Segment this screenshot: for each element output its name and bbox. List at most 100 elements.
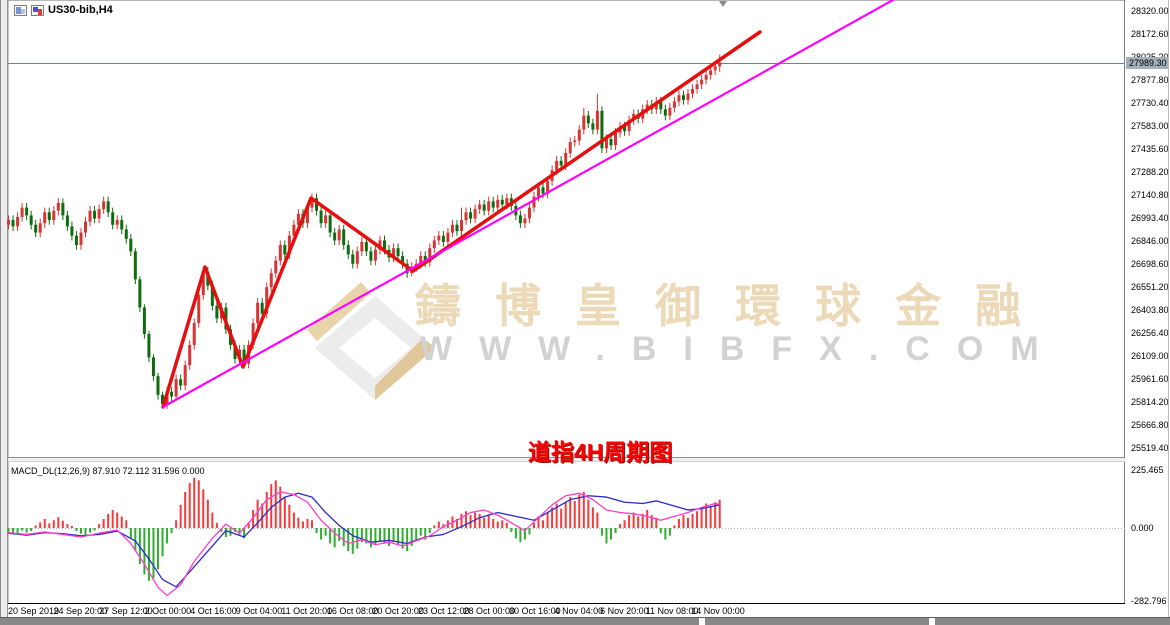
macd-histogram-bar [465, 511, 468, 528]
candle-body [609, 138, 613, 146]
macd-histogram-bar [664, 528, 667, 540]
candle-body [79, 232, 83, 246]
candle-body [201, 271, 205, 295]
macd-histogram-bar [143, 528, 146, 575]
macd-histogram-bar [514, 528, 517, 539]
candle-body [464, 212, 468, 221]
macd-histogram-bar [30, 528, 33, 532]
macd-histogram-bar [301, 521, 304, 528]
macd-histogram-bar [419, 528, 422, 536]
candle-body [283, 245, 287, 255]
candle-body [396, 248, 400, 256]
macd-histogram-bar [542, 520, 545, 528]
candle-body [672, 101, 676, 108]
price-axis-label: 27877.80 [1131, 75, 1169, 85]
bottom-edge-gap [929, 618, 935, 625]
macd-histogram-bar [75, 528, 78, 532]
window-bottom-edge [0, 617, 1170, 625]
macd-histogram-bar [718, 499, 721, 528]
macd-histogram-bar [297, 517, 300, 528]
candle-body [305, 207, 309, 224]
macd-histogram-bar [338, 528, 341, 541]
macd-histogram-bar [650, 515, 653, 528]
macd-histogram-bar [79, 528, 82, 534]
macd-histogram-bar [460, 513, 463, 528]
candle-body [111, 212, 115, 225]
price-axis[interactable]: 28320.0028172.6028025.2027877.8027730.40… [1125, 0, 1170, 617]
macd-histogram-bar [120, 516, 123, 528]
candle-body [65, 215, 69, 227]
time-axis-label: 11 Nov 08:00 [645, 606, 699, 616]
macd-histogram-bar [315, 528, 318, 534]
candle-body [518, 215, 522, 224]
time-axis[interactable]: 20 Sep 2019 24 Sep 20:00 27 Sep 12:00 2 Oct… [8, 604, 1125, 617]
macd-histogram-bar [66, 524, 69, 528]
candle-body [713, 66, 717, 71]
candle-body [455, 224, 459, 232]
candle-body [61, 202, 65, 216]
panel-splitter[interactable] [8, 457, 1125, 462]
candle-body [192, 323, 196, 345]
time-axis-label: 23 Oct 12:00 [417, 606, 470, 616]
candle-body [546, 181, 550, 194]
candle-body [695, 84, 699, 90]
candle-body [328, 215, 332, 233]
macd-histogram-bar [505, 522, 508, 528]
candle-body [423, 255, 427, 263]
chart-title-bar: US30-bib,H4 [14, 3, 113, 17]
macd-histogram-bar [573, 500, 576, 528]
candle-body [537, 187, 541, 197]
candle-body [7, 220, 10, 225]
macd-histogram-bar [279, 486, 282, 528]
candle-body [577, 129, 581, 141]
macd-histogram-bar [397, 528, 400, 545]
watermark-brand-text: 鑄博皇御環球金融 [415, 280, 1055, 332]
current-price-tag: 27989.30 [1126, 57, 1169, 69]
macd-histogram-bar [48, 523, 51, 528]
candle-body [541, 187, 545, 194]
macd-histogram-bar [57, 517, 60, 528]
macd-histogram-bar [600, 528, 603, 536]
macd-histogram-bar [102, 518, 105, 528]
macd-histogram-bar [252, 509, 255, 528]
candle-body [446, 232, 450, 242]
macd-histogram-bar [401, 528, 404, 549]
candle-body [256, 302, 260, 324]
price-axis-label: 26403.80 [1131, 305, 1169, 315]
candle-body [473, 209, 477, 219]
macd-histogram-bar [709, 506, 712, 528]
candle-body [559, 160, 563, 166]
macd-histogram-bar [433, 525, 436, 528]
macd-histogram-bar [39, 522, 42, 528]
macd-histogram-bar [614, 528, 617, 534]
candle-body [691, 89, 695, 94]
candle-body [337, 229, 341, 241]
macd-histogram-bar [25, 528, 28, 533]
macd-histogram-bar [247, 522, 250, 528]
macd-histogram-bar [34, 525, 37, 528]
candle-body [11, 220, 15, 227]
macd-histogram-bar [238, 528, 241, 535]
macd-histogram-bar [84, 528, 87, 536]
time-axis-label: 30 Oct 16:00 [509, 606, 561, 616]
macd-histogram-bar [193, 477, 196, 528]
candle-body [342, 229, 346, 246]
candle-body [355, 251, 359, 264]
candle-body [527, 207, 531, 219]
macd-histogram-bar [510, 528, 513, 532]
candle-body [133, 251, 137, 280]
price-axis-label: 26551.20 [1131, 282, 1169, 292]
candle-body [170, 391, 174, 397]
candle-body [686, 93, 690, 100]
macd-histogram-bar [406, 528, 409, 552]
macd-histogram-bar [206, 499, 209, 528]
price-axis-label: 27435.60 [1131, 144, 1169, 154]
macd-histogram-bar [184, 491, 187, 528]
macd-histogram-bar [605, 528, 608, 544]
macd-histogram-bar [292, 512, 295, 528]
macd-histogram-bar [437, 521, 440, 528]
candle-body [428, 248, 432, 263]
macd-histogram-bar [374, 528, 377, 545]
macd-histogram-bar [12, 528, 15, 535]
